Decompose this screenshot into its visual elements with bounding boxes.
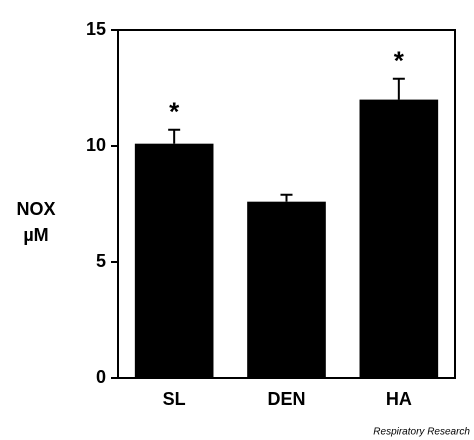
x-tick-label: HA: [386, 389, 412, 409]
error-bar: [392, 77, 405, 100]
error-bar: [280, 193, 293, 202]
bar: [247, 201, 326, 378]
y-axis-label: NOX: [16, 199, 55, 219]
y-tick-label: 10: [86, 135, 106, 155]
significance-marker: *: [394, 46, 405, 76]
source-note: Respiratory Research: [373, 427, 470, 438]
y-tick-label: 5: [96, 251, 106, 271]
y-tick-label: 0: [96, 367, 106, 387]
bar: [134, 143, 214, 378]
bar: [359, 99, 439, 378]
y-axis-label: µM: [23, 225, 48, 245]
significance-marker: *: [169, 97, 180, 127]
x-tick-label: SL: [163, 389, 186, 409]
error-bar: [168, 128, 181, 144]
y-tick-label: 15: [86, 19, 106, 39]
x-tick-label: DEN: [267, 389, 305, 409]
